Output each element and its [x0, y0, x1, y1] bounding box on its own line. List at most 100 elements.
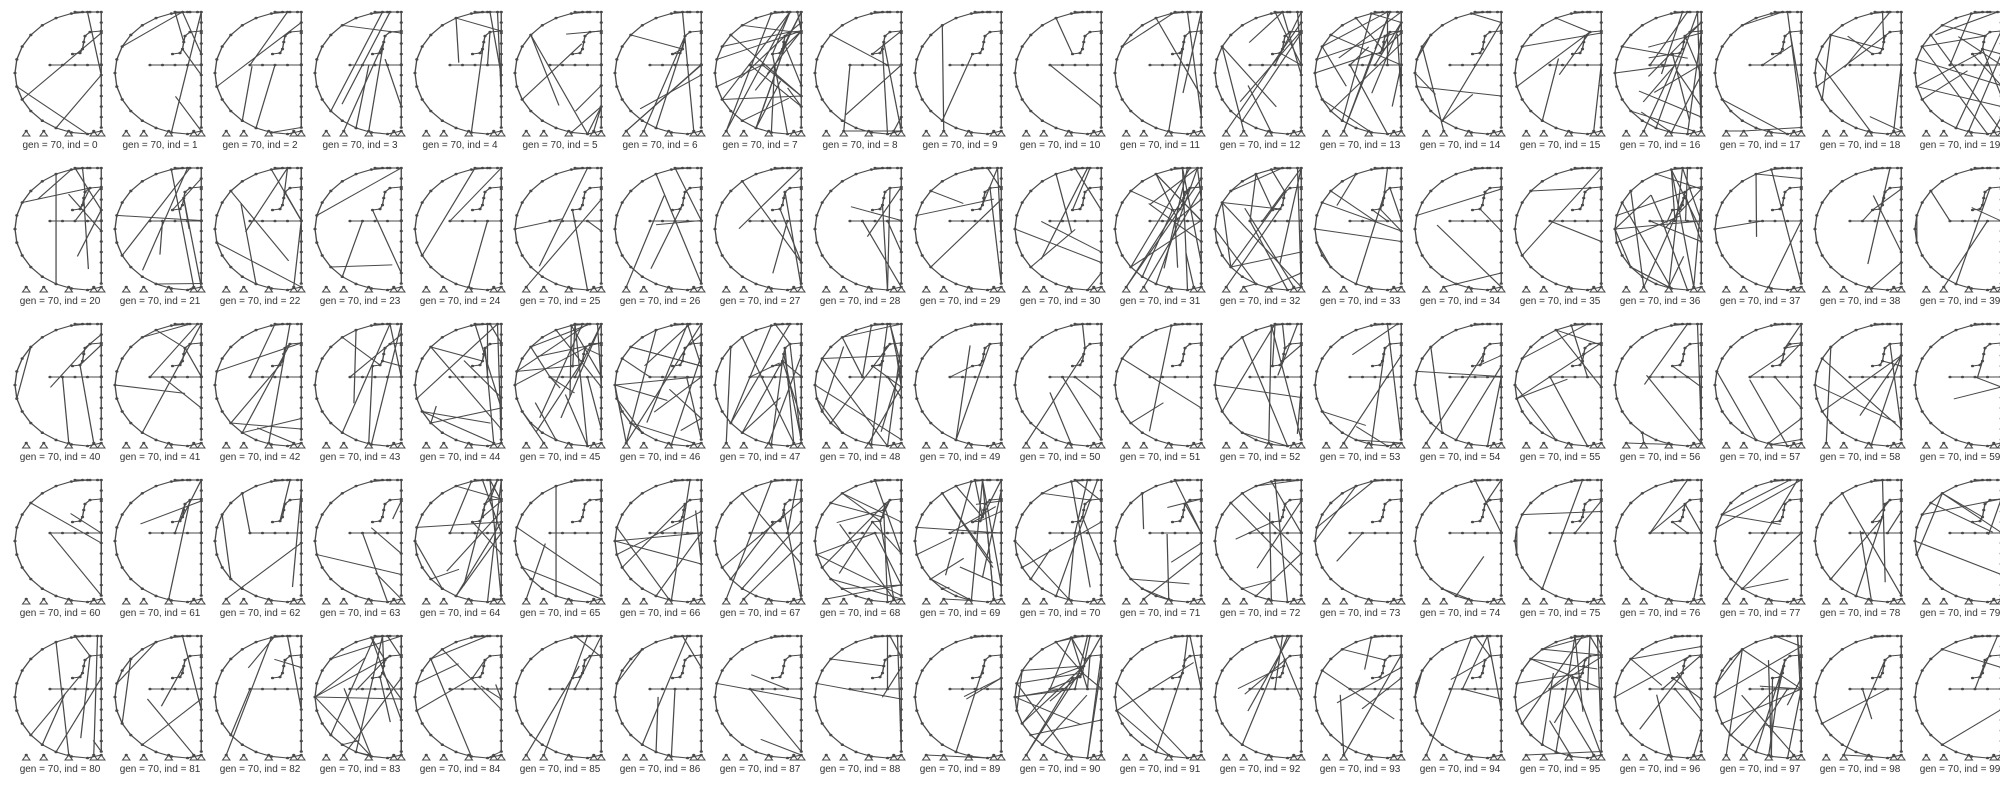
truss-node — [1278, 52, 1281, 55]
truss-node — [1086, 64, 1089, 67]
truss-node — [700, 417, 703, 420]
truss-node — [521, 254, 524, 257]
truss-node — [1715, 241, 1718, 244]
panel-caption: gen = 70, ind = 39 — [1896, 296, 2000, 307]
truss-node — [1521, 201, 1524, 204]
truss-node — [781, 167, 784, 170]
truss-node — [800, 95, 803, 98]
truss-node — [288, 31, 291, 34]
truss-edge — [342, 221, 362, 277]
truss-node — [1096, 11, 1099, 14]
truss-node — [1200, 209, 1203, 212]
truss-edge — [1115, 59, 1117, 73]
truss-edge — [1722, 191, 1731, 203]
truss-node — [788, 187, 791, 190]
support-symbol — [340, 287, 348, 292]
truss-node — [1271, 53, 1274, 56]
truss-edge — [1215, 229, 1256, 284]
truss-node — [896, 11, 899, 14]
truss-node — [582, 197, 585, 200]
truss-edge — [242, 330, 256, 337]
truss-node — [1388, 31, 1391, 34]
truss-edge — [942, 121, 956, 128]
truss-edge — [844, 65, 850, 131]
truss-edge — [1722, 35, 1731, 47]
truss-node — [1854, 283, 1857, 286]
truss-node — [281, 11, 284, 14]
truss-node — [561, 64, 564, 67]
individual-panel: gen = 70, ind = 31 — [1110, 163, 1210, 319]
truss-node — [1896, 167, 1899, 170]
truss-edge — [442, 121, 456, 128]
truss-edge — [790, 187, 801, 188]
truss-edge — [531, 35, 588, 134]
truss-node — [1413, 72, 1416, 75]
truss-edge — [831, 25, 842, 35]
truss-edge — [922, 35, 931, 47]
truss-node — [1973, 11, 1976, 14]
truss-node — [941, 275, 944, 278]
truss-node — [200, 407, 203, 410]
truss-node — [1900, 272, 1903, 275]
support-symbol — [223, 131, 231, 136]
truss-edge — [831, 35, 888, 65]
individual-panel: gen = 70, ind = 15 — [1510, 7, 1610, 163]
truss-node — [1300, 105, 1303, 108]
truss-edge — [171, 132, 187, 134]
truss-node — [478, 52, 481, 55]
truss-edge — [142, 121, 156, 128]
truss-edge — [1437, 225, 1501, 287]
support-symbol — [1140, 131, 1148, 136]
truss-node — [1196, 167, 1199, 170]
truss-edge — [722, 99, 731, 111]
truss-node — [1496, 11, 1499, 14]
truss-edge — [1356, 14, 1371, 19]
truss-node — [1771, 53, 1774, 56]
truss-edge — [785, 192, 801, 287]
truss-node — [1271, 209, 1274, 212]
truss-node — [1096, 167, 1099, 170]
truss-node — [1000, 177, 1003, 180]
truss-node — [600, 11, 603, 14]
truss-diagram — [710, 163, 810, 295]
truss-edge — [1431, 25, 1442, 35]
truss-edge — [22, 255, 31, 267]
truss-node — [681, 323, 684, 326]
truss-node — [473, 167, 476, 170]
truss-edge — [1431, 181, 1442, 191]
truss-node — [1929, 190, 1932, 193]
truss-node — [813, 228, 816, 231]
truss-node — [1748, 220, 1751, 223]
truss-node — [981, 11, 984, 14]
truss-node — [1200, 198, 1203, 201]
truss-edge — [631, 25, 642, 35]
truss-node — [729, 190, 732, 193]
truss-edge — [317, 359, 322, 372]
truss-node — [1671, 53, 1674, 56]
truss-edge — [1742, 277, 1756, 284]
truss-edge — [1117, 243, 1122, 256]
truss-node — [1170, 168, 1173, 171]
truss-node — [1900, 261, 1903, 264]
truss-node — [1141, 180, 1144, 183]
truss-edge — [344, 42, 384, 131]
truss-node — [1586, 133, 1589, 136]
truss-edge — [117, 215, 201, 220]
truss-node — [700, 240, 703, 243]
truss-node — [1570, 168, 1573, 171]
truss-node — [148, 64, 151, 67]
truss-node — [1548, 220, 1551, 223]
truss-edge — [356, 170, 371, 175]
truss-node — [81, 323, 84, 326]
truss-node — [496, 167, 499, 170]
truss-edge — [1156, 18, 1201, 96]
truss-node — [1900, 116, 1903, 119]
truss-edge — [522, 347, 531, 359]
truss-node — [448, 376, 451, 379]
truss-edge — [117, 359, 122, 372]
truss-node — [1778, 208, 1781, 211]
truss-node — [1300, 95, 1303, 98]
truss-edge — [715, 59, 717, 73]
truss-edge — [1090, 31, 1101, 32]
truss-node — [1629, 110, 1632, 113]
